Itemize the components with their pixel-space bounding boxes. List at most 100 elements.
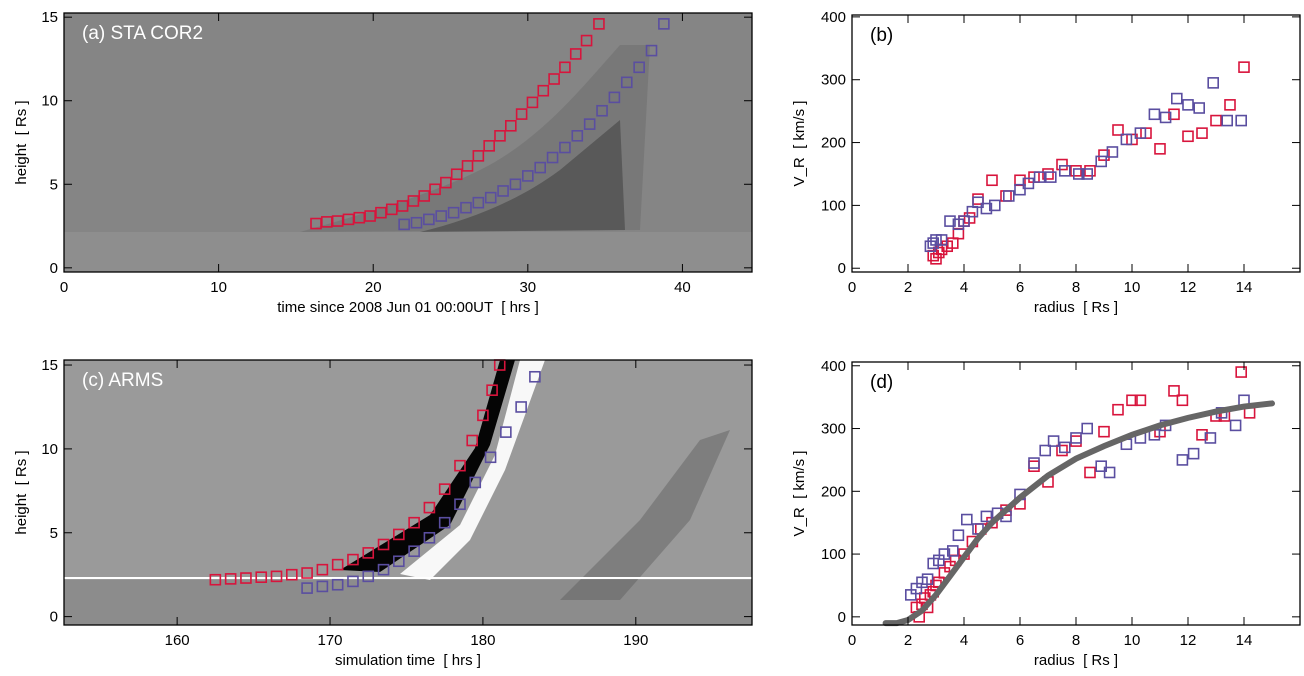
- data-point: [972, 193, 984, 205]
- data-point: [331, 558, 344, 571]
- data-point: [958, 215, 970, 227]
- x-tick-label: 180: [470, 632, 495, 649]
- data-point: [1039, 444, 1051, 457]
- data-point: [526, 96, 539, 109]
- data-point: [1073, 168, 1085, 180]
- data-point: [1103, 466, 1116, 479]
- data-point: [593, 18, 605, 30]
- y-tick-label: 0: [50, 260, 58, 277]
- data-point: [1084, 165, 1096, 177]
- data-point: [1229, 419, 1242, 432]
- data-point: [966, 205, 979, 218]
- data-point: [571, 130, 584, 142]
- x-tick-label: 4: [960, 279, 968, 296]
- data-point: [633, 61, 645, 74]
- x-tick-label: 0: [60, 279, 68, 296]
- data-point: [483, 140, 495, 152]
- data-point: [486, 384, 498, 396]
- image-feature: [64, 580, 752, 625]
- data-point: [1000, 190, 1012, 202]
- data-point: [1171, 92, 1183, 105]
- data-point: [440, 176, 452, 189]
- data-point: [580, 34, 593, 47]
- y-tick-label: 0: [838, 609, 846, 626]
- data-point: [1014, 183, 1026, 196]
- data-point: [362, 570, 375, 583]
- data-point: [1098, 425, 1110, 438]
- data-point: [407, 195, 420, 207]
- data-point: [301, 567, 313, 579]
- data-point: [569, 48, 582, 60]
- data-point: [1042, 168, 1054, 180]
- data-point: [509, 178, 522, 191]
- y-tick-label: 0: [50, 609, 58, 626]
- y-axis-label: V_R [ km/s ]: [791, 451, 808, 537]
- x-tick-label: 4: [960, 632, 968, 649]
- data-point: [988, 199, 1001, 212]
- data-point: [921, 573, 934, 585]
- data-point: [946, 545, 959, 557]
- data-point: [1235, 114, 1247, 127]
- data-point: [1126, 394, 1138, 407]
- x-axis-label: time since 2008 Jun 01 00:00UT [ hrs ]: [277, 299, 539, 316]
- data-point: [515, 401, 527, 413]
- data-point: [418, 190, 431, 202]
- data-point: [1134, 394, 1147, 407]
- panel-title: (c) ARMS: [82, 370, 163, 391]
- image-feature: [300, 45, 650, 232]
- data-point: [429, 183, 441, 196]
- x-tick-label: 12: [1180, 632, 1197, 649]
- data-point: [1207, 77, 1219, 89]
- data-point: [255, 571, 268, 583]
- data-point: [1196, 127, 1208, 139]
- x-tick-label: 2: [904, 279, 912, 296]
- data-point: [1002, 190, 1015, 202]
- y-tick-label: 100: [821, 546, 846, 563]
- x-axis-label: radius [ Rs ]: [1034, 299, 1118, 316]
- data-point: [1045, 171, 1057, 183]
- data-point: [1056, 444, 1068, 457]
- panel-title: (a) STA COR2: [82, 23, 203, 44]
- data-point: [559, 141, 571, 154]
- x-tick-label: 8: [1072, 632, 1080, 649]
- data-point: [548, 73, 560, 85]
- data-point: [1028, 460, 1040, 472]
- data-point: [537, 84, 550, 97]
- data-point: [1204, 432, 1217, 444]
- data-point: [1070, 165, 1082, 177]
- x-tick-label: 170: [318, 632, 343, 649]
- occulter: [64, 232, 752, 272]
- data-point: [1193, 102, 1205, 114]
- data-point: [472, 196, 485, 209]
- data-point: [396, 200, 409, 212]
- data-point: [1028, 457, 1040, 469]
- y-tick-label: 400: [821, 358, 846, 375]
- plot-frame: [63, 12, 753, 273]
- data-point: [224, 573, 237, 585]
- data-point: [398, 218, 410, 231]
- x-axis-label: radius [ Rs ]: [1034, 652, 1118, 669]
- data-point: [362, 547, 375, 559]
- data-point: [469, 476, 482, 489]
- data-point: [1154, 143, 1166, 155]
- data-point: [460, 201, 472, 214]
- data-point: [1081, 422, 1093, 435]
- data-point: [484, 451, 497, 464]
- data-point: [930, 253, 942, 265]
- data-point: [1084, 466, 1096, 479]
- data-point: [377, 538, 390, 551]
- data-point: [1196, 429, 1208, 441]
- data-point: [438, 483, 451, 495]
- y-tick-label: 10: [41, 441, 58, 458]
- data-point: [960, 513, 973, 526]
- image-feature: [560, 430, 730, 600]
- data-point: [450, 168, 463, 181]
- data-point: [364, 210, 376, 222]
- data-point: [316, 580, 329, 593]
- data-point: [986, 174, 998, 187]
- x-tick-label: 8: [1072, 279, 1080, 296]
- data-point: [608, 91, 621, 104]
- data-point: [310, 217, 322, 230]
- data-point: [1168, 108, 1180, 121]
- data-point: [1022, 177, 1035, 190]
